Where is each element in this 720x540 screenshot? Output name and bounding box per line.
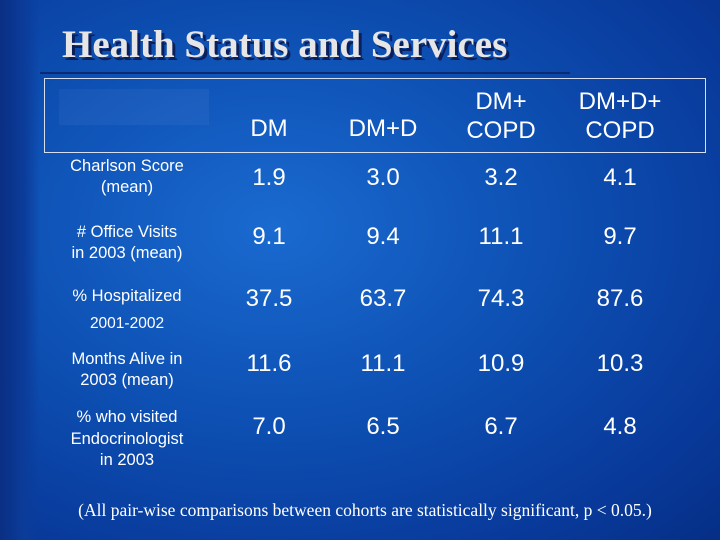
slide-title: Health Status and Services [62,23,508,66]
column-header-line: DM+ [475,88,527,115]
row-label-line: # Office Visits [76,223,178,241]
row-label-line: in 2003 (mean) [71,244,183,262]
table-cell: 1.9 [252,164,286,191]
row-label-line: % who visited [76,408,178,426]
table-cell: 74.3 [477,285,525,312]
column-header-line: DM+D [348,115,418,142]
column-header-line: COPD [585,117,655,144]
footnote: (All pair-wise comparisons between cohor… [78,500,652,520]
table-cell: 63.7 [359,285,407,312]
table-cell: 9.1 [252,223,286,250]
column-header-line: COPD [466,117,536,144]
row-label-hospitalized: % Hospitalized 2001-2002 [44,283,210,337]
table-cell: 7.0 [252,413,286,440]
table-cell: 10.9 [477,350,525,377]
table-cell: 3.2 [484,164,518,191]
column-header-dm: DM [214,78,324,153]
table-cell: 4.1 [603,164,637,191]
row-label-line: % Hospitalized [72,287,182,305]
table-cell: 11.1 [478,223,524,250]
row-label-endocrinologist: % who visited Endocrinologist in 2003 [44,407,210,472]
table-cell: 11.6 [246,350,292,377]
table-header-box [44,78,706,153]
row-label-line: Charlson Score [70,157,184,175]
row-label-line: 2001-2002 [89,315,165,332]
row-label-charlson-score: Charlson Score (mean) [44,156,210,198]
column-header-line: DM [250,115,288,142]
left-accent-bar [0,0,40,540]
table-cell: 87.6 [596,285,644,312]
table-cell: 37.5 [245,285,293,312]
row-label-line: Months Alive in [71,350,183,368]
row-label-months-alive: Months Alive in 2003 (mean) [44,349,210,391]
table-cell: 6.7 [484,413,518,440]
row-label-line: (mean) [100,178,154,196]
table-cell: 10.3 [596,350,644,377]
column-header-dm-d-copd: DM+D+ COPD [560,78,680,153]
row-label-line: Endocrinologist [70,429,184,448]
table-cell: 9.7 [603,223,637,250]
row-label-line: 2003 (mean) [80,371,174,389]
table-cell: 6.5 [366,413,400,440]
row-label-line: in 2003 [99,451,155,469]
row-label-office-visits: # Office Visits in 2003 (mean) [44,222,210,264]
table-cell: 3.0 [366,164,400,191]
title-underline [40,72,570,74]
table-cell: 11.1 [360,350,406,377]
column-header-dm-d: DM+D [328,78,438,153]
column-header-line: DM+D+ [578,88,662,115]
column-header-dm-copd: DM+ COPD [442,78,560,153]
table-cell: 9.4 [366,223,400,250]
table-cell: 4.8 [603,413,637,440]
